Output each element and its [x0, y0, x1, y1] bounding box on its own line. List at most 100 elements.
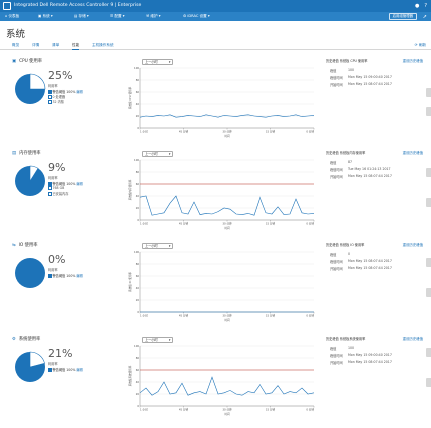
- menu-dashboard[interactable]: ⌂ 仪表板: [5, 14, 20, 19]
- tab-host-os[interactable]: 主机操作系统: [92, 42, 114, 47]
- x-tick-label: 15 分钟: [266, 314, 276, 318]
- start-time-value: Mon May 15 08:07:44 2017: [348, 174, 392, 178]
- top-bar: Integrated Dell Remote Access Controller…: [0, 0, 431, 12]
- time-range-dropdown[interactable]: 上一小时 ▾: [142, 337, 173, 343]
- time-range-dropdown[interactable]: 上一小时 ▾: [142, 59, 173, 65]
- legend-swatch: [48, 192, 52, 196]
- peak-value: 100: [348, 346, 355, 350]
- side-tab[interactable]: [426, 348, 431, 357]
- y-tick-label: 80: [136, 356, 140, 360]
- y-tick-label: 60: [136, 182, 140, 186]
- side-tab[interactable]: [426, 198, 431, 207]
- edit-threshold-link[interactable]: 编辑: [76, 90, 83, 94]
- historical-peak-title: 历史峰值 系统板 IO 使用率: [326, 243, 365, 247]
- page-title: 系统: [6, 29, 26, 40]
- y-tick-label: 40: [136, 380, 140, 384]
- section-title: ▤ 内存使用率: [12, 150, 41, 156]
- y-tick-label: 40: [136, 194, 140, 198]
- usage-line-chart: 系统板 IO 使用率 100 80 60 40 20 01 小时 45 分钟 30 分钟 15 分…: [128, 250, 314, 322]
- tab-performance[interactable]: 性能: [72, 43, 80, 50]
- reset-peak-link[interactable]: 重设历史峰值: [402, 243, 423, 247]
- menu-configuration[interactable]: ☰ 配置 ▾: [110, 14, 125, 19]
- tab-details[interactable]: 详情: [32, 42, 40, 47]
- usage-section: ▣ CPU 使用率 重设历史峰值 25% 利用率 警告阈值 100% 编辑 0 处理器 32 …: [0, 58, 431, 148]
- section-title-text: 内存使用率: [19, 151, 41, 156]
- warning-value: 100%: [66, 274, 76, 278]
- y-tick-label: 60: [136, 90, 140, 94]
- time-range-dropdown[interactable]: 上一小时 ▾: [142, 243, 173, 249]
- side-tab[interactable]: [426, 107, 431, 116]
- x-tick-label: 15 分钟: [266, 222, 276, 226]
- memory-icon: ▤: [12, 151, 17, 156]
- reset-peak-link[interactable]: 重设历史峰值: [402, 59, 423, 63]
- tab-bar: 概览 详情 清单 性能 主机操作系统 ⟳ 刷新: [0, 41, 431, 50]
- y-tick-label: 0: [137, 404, 139, 408]
- legend-label: 已安装内存: [52, 192, 69, 196]
- y-tick-label: 80: [136, 78, 140, 82]
- peak-value: 0: [348, 252, 351, 256]
- y-axis-label: 系统板 IO 使用率: [128, 272, 132, 292]
- reset-peak-link[interactable]: 重设历史峰值: [402, 151, 423, 155]
- warning-threshold: 警告阈值 100% 编辑: [48, 89, 83, 94]
- legend-label: 32 内核: [52, 100, 64, 104]
- usage-line-chart: 系统板 CPU 使用率 100 80 60 40 20 01 小时 45 分钟 30 分钟 15 …: [128, 66, 314, 138]
- legend-swatch: [48, 95, 52, 99]
- side-tab[interactable]: [426, 288, 431, 297]
- tab-overview[interactable]: 概览: [12, 42, 20, 47]
- peak-time-row: 峰值时间 Mon May 15 08:07:44 2017: [330, 259, 392, 264]
- x-tick-label: 30 分钟: [222, 222, 232, 226]
- x-tick-label: 1 小时: [140, 222, 148, 226]
- time-range-dropdown[interactable]: 上一小时 ▾: [142, 151, 173, 157]
- enable-group-manager-button[interactable]: 启用组管理器: [388, 13, 417, 20]
- reset-peak-link[interactable]: 重设历史峰值: [402, 337, 423, 341]
- peak-row: 峰值 100: [330, 68, 354, 73]
- y-tick-label: 0: [137, 310, 139, 314]
- legend-item: 32 内核: [48, 99, 64, 104]
- menu-system[interactable]: ▣ 系统 ▾: [38, 14, 53, 19]
- warning-label: 警告阈值: [52, 368, 66, 372]
- section-title-text: CPU 使用率: [19, 59, 43, 64]
- usage-chart: 系统板系统使用率 100 80 60 40 20 0 1 小时 45 分钟 30 分钟 15 分钟 0…: [128, 336, 318, 421]
- y-tick-label: 0: [137, 218, 139, 222]
- side-tab[interactable]: [426, 168, 431, 177]
- legend-label: 0 处理器: [52, 95, 66, 99]
- x-tick-label: 0 分钟: [306, 408, 314, 412]
- tab-inventory[interactable]: 清单: [52, 42, 60, 47]
- edit-threshold-link[interactable]: 编辑: [76, 274, 83, 278]
- y-tick-label: 20: [136, 298, 140, 302]
- help-icon[interactable]: ?: [424, 3, 427, 9]
- peak-time-label: 峰值时间: [330, 260, 343, 264]
- refresh-button[interactable]: ⟳ 刷新: [414, 42, 426, 47]
- y-axis-label: 系统板内存使用率: [128, 179, 132, 200]
- side-tab[interactable]: [426, 88, 431, 97]
- peak-value: 100: [348, 68, 355, 72]
- y-tick-label: 80: [136, 262, 140, 266]
- x-tick-label: 15 分钟: [266, 130, 276, 134]
- menu-storage[interactable]: ▤ 存储 ▾: [74, 14, 89, 19]
- x-axis-label: 时间: [224, 134, 230, 138]
- x-tick-label: 30 分钟: [222, 314, 232, 318]
- side-tab[interactable]: [426, 378, 431, 387]
- historical-peak-title: 历史峰值 系统板内存使用率: [326, 151, 366, 155]
- side-tab[interactable]: [426, 258, 431, 267]
- peak-time-value: Tue May 16 01:24:13 2017: [348, 167, 391, 171]
- threshold-swatch: [48, 368, 52, 372]
- menu-idrac-settings[interactable]: ⚙ iDRAC 设置 ▾: [183, 14, 210, 19]
- edit-threshold-link[interactable]: 编辑: [76, 368, 83, 372]
- usage-percent: 21%: [48, 347, 73, 360]
- x-tick-label: 0 分钟: [306, 222, 314, 226]
- section-title: ▣ CPU 使用率: [12, 58, 42, 64]
- legend-item: 已安装内存: [48, 191, 68, 196]
- peak-label: 峰值: [330, 69, 337, 73]
- usage-label: 利用率: [48, 176, 58, 180]
- y-tick-label: 100: [134, 344, 139, 348]
- x-tick-label: 45 分钟: [179, 314, 189, 318]
- start-time-row: 开始时间 Mon May 15 08:07:44 2017: [330, 174, 392, 179]
- menu-maintenance[interactable]: ⚒ 维护 ▾: [146, 14, 161, 19]
- series-line: [139, 376, 315, 396]
- pin-icon[interactable]: ➚: [422, 13, 427, 20]
- pie-slice-used: [29, 73, 46, 90]
- peak-time-value: Mon May 15 09:00:40 2017: [348, 353, 392, 357]
- edit-threshold-link[interactable]: 编辑: [76, 182, 83, 186]
- user-icon[interactable]: ●: [414, 3, 420, 9]
